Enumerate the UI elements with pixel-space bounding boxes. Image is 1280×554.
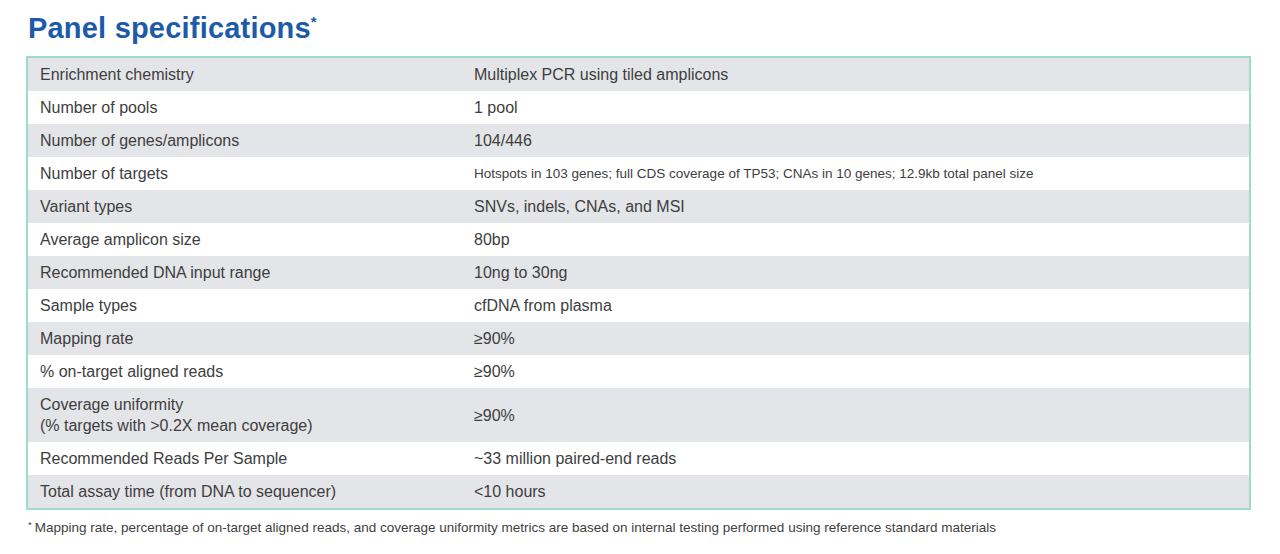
page: Panel specifications* Enrichment chemist…: [0, 0, 1280, 554]
spec-label-text: Number of targets: [40, 163, 462, 184]
spec-label: Sample types: [28, 289, 472, 322]
spec-value: 1 pool: [472, 91, 1249, 124]
table-row: Total assay time (from DNA to sequencer)…: [28, 475, 1249, 508]
table-row: Sample types cfDNA from plasma: [28, 289, 1249, 322]
spec-label-text: Mapping rate: [40, 328, 462, 349]
table-row: Recommended DNA input range 10ng to 30ng: [28, 256, 1249, 289]
spec-label: Mapping rate: [28, 322, 472, 355]
table-row: Average amplicon size 80bp: [28, 223, 1249, 256]
spec-label: Number of pools: [28, 91, 472, 124]
page-title: Panel specifications*: [28, 10, 1252, 46]
table-row: % on-target aligned reads ≥90%: [28, 355, 1249, 388]
table-row: Recommended Reads Per Sample ~33 million…: [28, 442, 1249, 475]
spec-label-text: Enrichment chemistry: [40, 64, 462, 85]
panel-specifications-table: Enrichment chemistry Multiplex PCR using…: [26, 56, 1251, 510]
spec-label: Recommended DNA input range: [28, 256, 472, 289]
footnote-asterisk: *: [28, 519, 32, 530]
table-row: Number of targets Hotspots in 103 genes;…: [28, 157, 1249, 190]
table-row: Number of genes/amplicons 104/446: [28, 124, 1249, 157]
spec-value: ≥90%: [472, 355, 1249, 388]
table-row: Coverage uniformity (% targets with >0.2…: [28, 388, 1249, 442]
spec-label-text: Total assay time (from DNA to sequencer): [40, 481, 462, 502]
spec-label-text: Number of genes/amplicons: [40, 130, 462, 151]
footnote-text: Mapping rate, percentage of on-target al…: [35, 520, 996, 535]
spec-value: ≥90%: [472, 399, 1249, 432]
spec-value: 104/446: [472, 124, 1249, 157]
spec-label: Number of targets: [28, 157, 472, 190]
spec-label-text: Recommended Reads Per Sample: [40, 448, 462, 469]
spec-label: Variant types: [28, 190, 472, 223]
spec-label: Recommended Reads Per Sample: [28, 442, 472, 475]
table-row: Number of pools 1 pool: [28, 91, 1249, 124]
footnote: *Mapping rate, percentage of on-target a…: [28, 519, 1252, 536]
spec-label-text: % on-target aligned reads: [40, 361, 462, 382]
spec-value: Multiplex PCR using tiled amplicons: [472, 58, 1249, 91]
table-row: Enrichment chemistry Multiplex PCR using…: [28, 58, 1249, 91]
spec-label-text: Variant types: [40, 196, 462, 217]
spec-value: Hotspots in 103 genes; full CDS coverage…: [472, 157, 1249, 190]
spec-label: Enrichment chemistry: [28, 58, 472, 91]
spec-value: ≥90%: [472, 322, 1249, 355]
spec-label: Number of genes/amplicons: [28, 124, 472, 157]
spec-sublabel-text: (% targets with >0.2X mean coverage): [40, 415, 462, 436]
table-row: Mapping rate ≥90%: [28, 322, 1249, 355]
spec-value: 10ng to 30ng: [472, 256, 1249, 289]
spec-value: SNVs, indels, CNAs, and MSI: [472, 190, 1249, 223]
table-row: Variant types SNVs, indels, CNAs, and MS…: [28, 190, 1249, 223]
spec-label: Average amplicon size: [28, 223, 472, 256]
spec-label-text: Average amplicon size: [40, 229, 462, 250]
spec-value: <10 hours: [472, 475, 1249, 508]
spec-label-text: Recommended DNA input range: [40, 262, 462, 283]
page-title-text: Panel specifications: [28, 12, 311, 44]
spec-label: Total assay time (from DNA to sequencer): [28, 475, 472, 508]
spec-label: % on-target aligned reads: [28, 355, 472, 388]
spec-value: ~33 million paired-end reads: [472, 442, 1249, 475]
spec-value: cfDNA from plasma: [472, 289, 1249, 322]
spec-label-text: Coverage uniformity: [40, 394, 462, 415]
page-title-asterisk: *: [311, 13, 317, 30]
spec-label: Coverage uniformity (% targets with >0.2…: [28, 388, 472, 442]
spec-value: 80bp: [472, 223, 1249, 256]
spec-label-text: Number of pools: [40, 97, 462, 118]
spec-label-text: Sample types: [40, 295, 462, 316]
